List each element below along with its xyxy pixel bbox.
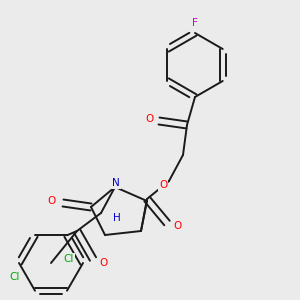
Text: O: O xyxy=(145,114,153,124)
Text: O: O xyxy=(48,196,56,206)
Text: O: O xyxy=(99,258,107,268)
Text: O: O xyxy=(173,221,181,231)
Text: Cl: Cl xyxy=(64,254,74,264)
Text: F: F xyxy=(192,18,198,28)
Text: H: H xyxy=(113,213,121,223)
Text: N: N xyxy=(112,178,120,188)
Text: Cl: Cl xyxy=(10,272,20,282)
Text: O: O xyxy=(159,180,167,190)
